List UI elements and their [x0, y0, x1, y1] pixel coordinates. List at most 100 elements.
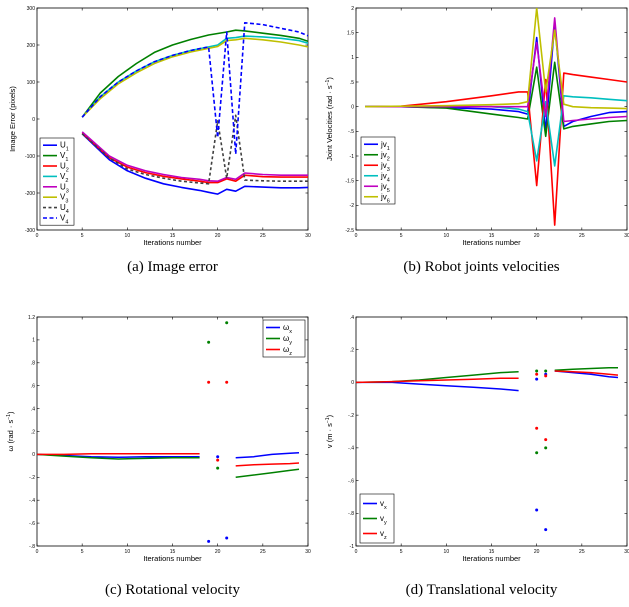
x-tick-label: 25 [579, 549, 585, 555]
y-tick-label: -100 [25, 154, 35, 160]
y-tick-label: -2 [350, 203, 355, 209]
x-tick-label: 15 [170, 233, 176, 239]
x-tick-label: 25 [260, 549, 266, 555]
x-tick-label: 10 [444, 233, 450, 239]
series-V4-line [81, 21, 308, 155]
series-vx-point [535, 377, 539, 381]
plot-marks [81, 21, 308, 195]
series-V3-line [81, 37, 308, 118]
y-tick-label: -1 [350, 544, 355, 550]
x-tick-label: 30 [624, 549, 629, 555]
series-omegaz-point [216, 458, 220, 462]
legend-label: V1 [60, 151, 68, 163]
y-tick-label: .2 [350, 348, 354, 354]
series-omegax-point [207, 539, 211, 543]
y-tick-label: -.4 [348, 446, 354, 452]
legend-label: vx [380, 499, 387, 511]
legend-label: jv2 [380, 150, 390, 162]
x-tick-label: 20 [215, 549, 221, 555]
x-tick-label: 20 [534, 549, 540, 555]
legend-box [39, 137, 75, 226]
series-vx-point [544, 528, 548, 532]
series-U4-line [81, 114, 308, 185]
plot-area [36, 7, 309, 231]
legend-label: ωy [283, 334, 292, 346]
x-tick-label: 25 [260, 233, 266, 239]
y-tick-label: -.8 [29, 544, 35, 550]
x-tick-label: 15 [489, 233, 495, 239]
y-tick-label: 1.2 [28, 315, 35, 321]
x-tick-label: 0 [36, 233, 39, 239]
y-tick-label: -2.5 [345, 228, 354, 234]
series-U1-line [81, 133, 308, 195]
legend-label: jv3 [380, 161, 390, 173]
x-axis-label: Iterations number [143, 238, 202, 247]
legend-label: jv6 [380, 192, 390, 204]
y-tick-label: 1 [351, 55, 354, 61]
y-tick-label: -300 [25, 228, 35, 234]
panel-caption: (d) Translational velocity [406, 582, 558, 598]
legend-box [360, 136, 396, 205]
x-tick-label: 20 [215, 233, 221, 239]
series-jv6-line [364, 8, 627, 110]
legend-label: V4 [60, 214, 68, 226]
x-tick-label: 30 [624, 233, 629, 239]
x-tick-label: 5 [400, 549, 403, 555]
legend-label: vy [380, 514, 387, 526]
legend-label: ωz [283, 345, 292, 357]
chart-panel-3: 0 5 10 15 20 25 30 -.8 -.6 -.4 -.2 0 .2 .4 .6 .8 1 1.2 Ite… [6, 315, 311, 598]
y-tick-label: 1 [32, 338, 35, 344]
x-tick-label: 5 [81, 233, 84, 239]
x-tick-label: 10 [125, 233, 131, 239]
y-tick-label: -200 [25, 191, 35, 197]
series-omegay-point [225, 321, 229, 325]
legend-label: vz [380, 529, 387, 541]
x-tick-label: 30 [305, 549, 311, 555]
panel-caption: (b) Robot joints velocities [403, 259, 559, 275]
series-omegay-line-2 [235, 468, 300, 479]
y-axis-label: v (m · s−1) [325, 414, 334, 448]
series-jv2-line [365, 61, 627, 138]
y-tick-label: -.8 [348, 511, 354, 517]
legend-label: U3 [60, 182, 69, 194]
series-omegaz-line [37, 453, 200, 456]
y-tick-label: .8 [31, 361, 35, 367]
legend-label: U4 [60, 203, 69, 215]
plot-marks [356, 366, 619, 532]
y-tick-label: .4 [31, 406, 35, 412]
series-V1-line [81, 29, 308, 118]
y-tick-label: -1.5 [345, 178, 354, 184]
legend-label: jv1 [380, 140, 390, 152]
x-axis-label: Iterations number [462, 238, 521, 247]
x-tick-label: 25 [579, 233, 585, 239]
x-tick-label: 0 [355, 549, 358, 555]
series-vy-point [535, 451, 539, 455]
y-tick-label: 300 [27, 6, 36, 12]
x-tick-label: 0 [355, 233, 358, 239]
chart-panel-2: 0 5 10 15 20 25 30 -2.5 -2 -1.5 -1 -.5 0 .5 1 1.5 2 Itera… [325, 6, 629, 275]
y-axis-label: Joint Velocities (rad · s−1) [325, 77, 334, 161]
y-tick-label: -.4 [29, 498, 35, 504]
x-tick-label: 5 [81, 549, 84, 555]
x-axis-label: Iterations number [143, 554, 202, 563]
y-tick-label: .2 [31, 429, 35, 435]
legend: vx vy vz [359, 493, 395, 544]
y-tick-label: -.6 [348, 478, 354, 484]
series-vz-point [535, 426, 539, 430]
y-axis-label: Image Error (pixels) [8, 86, 17, 152]
series-vz-point [535, 372, 539, 376]
legend-label: jv4 [380, 171, 390, 183]
x-tick-label: 10 [444, 549, 450, 555]
y-tick-label: .4 [350, 315, 354, 321]
series-omegay-point [216, 466, 220, 470]
y-tick-label: 200 [27, 43, 36, 49]
series-omegax-point [216, 455, 220, 459]
series-U3-line [81, 131, 308, 182]
series-vy-line-2 [554, 366, 618, 371]
legend-label: jv5 [380, 182, 390, 194]
series-vz-line [356, 377, 519, 384]
